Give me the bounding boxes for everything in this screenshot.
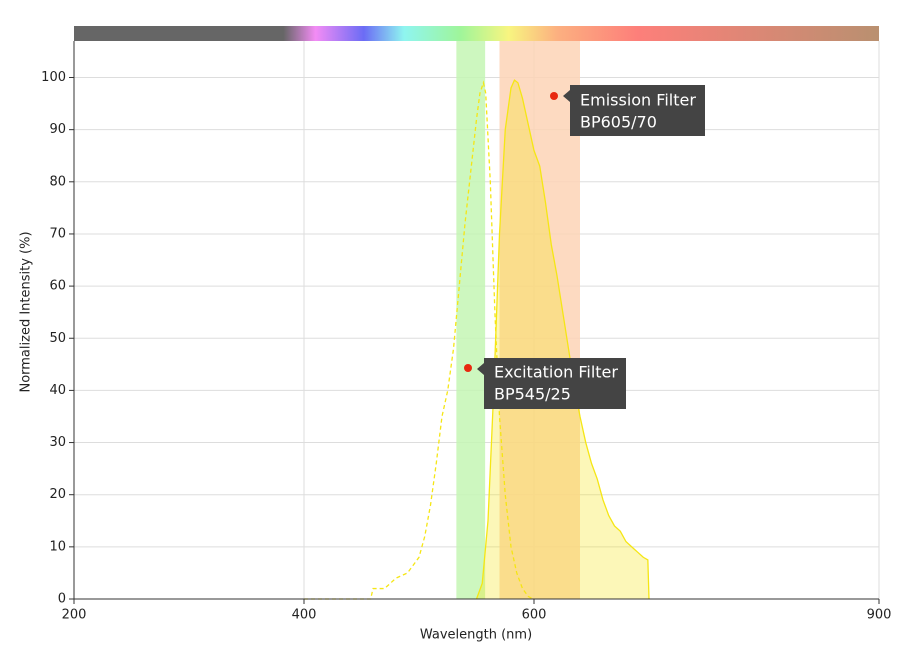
y-tick-label: 60: [49, 279, 66, 294]
hover-dot: [550, 92, 558, 100]
y-tick-label: 0: [58, 592, 66, 607]
line: [304, 80, 534, 600]
x-axis-label: Wavelength (nm): [420, 628, 532, 643]
x-tick-label: 900: [867, 608, 892, 623]
x-tick-label: 200: [62, 608, 87, 623]
tooltip: Excitation Filter BP545/25: [464, 358, 626, 409]
plot-area: [73, 41, 880, 600]
tooltip-box: [563, 85, 705, 136]
y-tick-label: 90: [49, 122, 66, 137]
filter-band: [456, 41, 486, 599]
tooltip-title: Excitation Filter: [494, 363, 618, 382]
tooltip-text: BP605/70: [580, 113, 657, 132]
x-tick-label: 400: [292, 608, 317, 623]
y-tick-label: 20: [49, 487, 66, 502]
y-tick-label: 30: [49, 435, 66, 450]
tooltip-title: Emission Filter: [580, 91, 696, 110]
spectrum-bar: [74, 26, 879, 41]
area: [476, 80, 649, 599]
hover-dot: [464, 364, 472, 372]
y-tick-label: 100: [41, 70, 66, 85]
y-tick-label: 50: [49, 331, 66, 346]
tooltip-text: BP545/25: [494, 385, 571, 404]
y-tick-label: 40: [49, 383, 66, 398]
line: [475, 79, 650, 600]
filter-band: [499, 41, 580, 599]
y-tick-label: 80: [49, 174, 66, 189]
tooltip: Emission Filter BP605/70: [550, 85, 705, 136]
y-tick-label: 10: [49, 539, 66, 554]
tooltip-box: [477, 358, 626, 409]
y-axis-label: Normalized Intensity (%): [19, 231, 34, 392]
y-tick-label: 70: [49, 226, 66, 241]
x-tick-label: 600: [522, 608, 547, 623]
